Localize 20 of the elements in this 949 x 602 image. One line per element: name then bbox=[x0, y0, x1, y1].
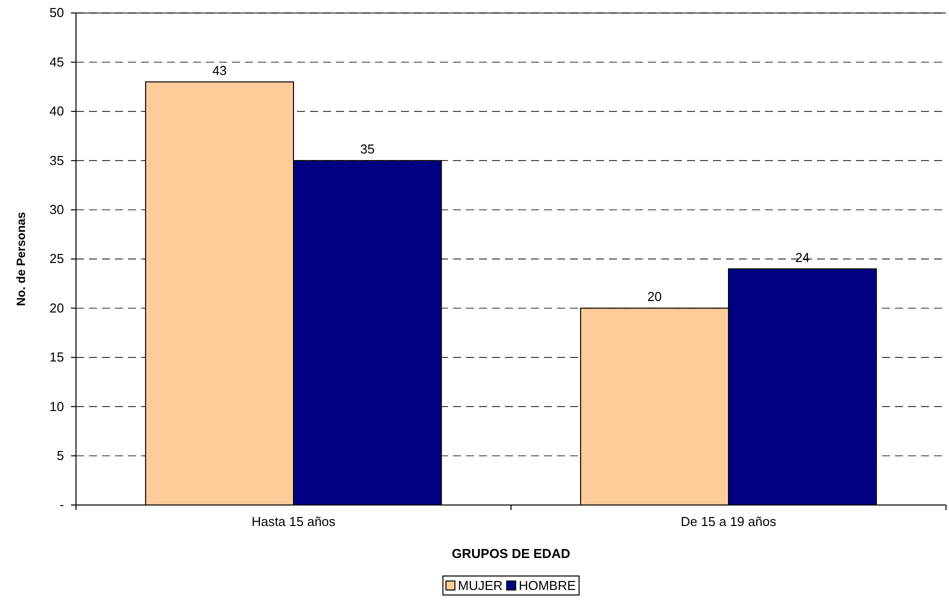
y-tick-label: 15 bbox=[50, 350, 64, 365]
x-axis-title: GRUPOS DE EDAD bbox=[452, 546, 570, 561]
y-tick-label: 30 bbox=[50, 202, 64, 217]
y-tick-label: 25 bbox=[50, 251, 64, 266]
data-label: 20 bbox=[647, 289, 662, 304]
y-tick-label: 20 bbox=[50, 300, 64, 316]
y-tick-label: 10 bbox=[50, 398, 64, 414]
y-tick-label: - bbox=[60, 497, 64, 512]
y-tick-label: 5 bbox=[56, 448, 64, 463]
x-tick-label: De 15 a 19 años bbox=[680, 514, 777, 530]
y-tick-label: 40 bbox=[50, 104, 64, 119]
y-tick-label: 50 bbox=[50, 5, 64, 20]
data-label: 43 bbox=[212, 62, 227, 78]
y-tick-label: 45 bbox=[50, 54, 64, 70]
y-tick-label: 35 bbox=[50, 152, 64, 168]
data-label: 35 bbox=[360, 142, 375, 157]
legend-label: HOMBRE bbox=[518, 578, 576, 593]
legend-label: MUJER bbox=[458, 578, 503, 593]
y-axis-title: No. de Personas bbox=[14, 212, 28, 306]
x-tick-label: Hasta 15 años bbox=[252, 514, 336, 530]
